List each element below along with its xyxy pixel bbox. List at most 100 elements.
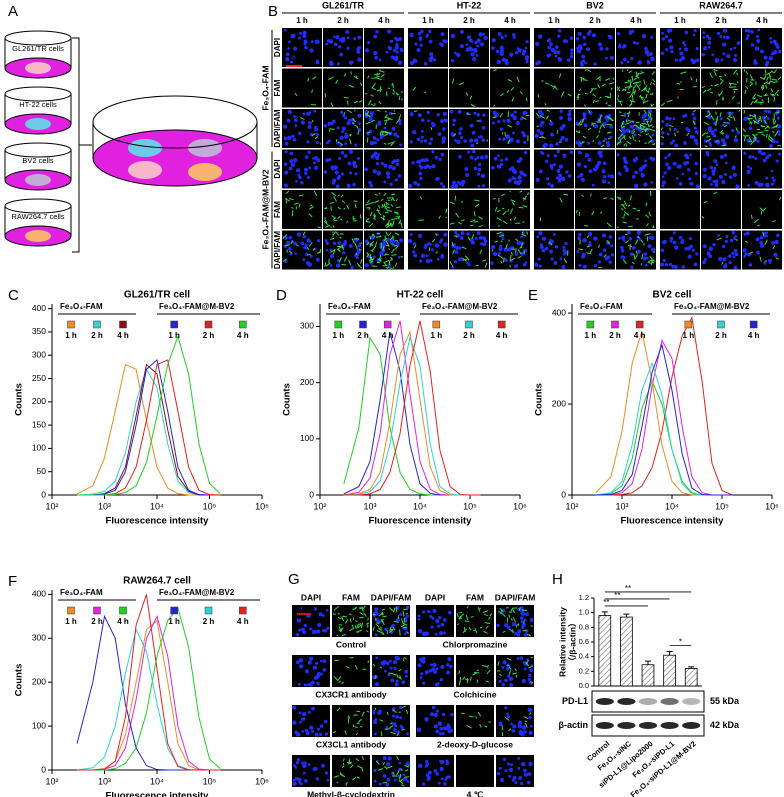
nucleus [330,254,334,259]
green-signal [290,240,294,245]
nucleus [455,233,460,238]
green-signal [701,132,706,137]
green-signal [633,83,638,89]
green-signal [332,231,337,236]
nucleus [476,231,481,236]
green-signal [647,139,652,144]
nucleus [396,158,400,163]
green-signal [337,675,342,682]
green-signal [362,605,366,610]
green-signal [719,81,723,85]
green-signal [486,669,491,675]
green-signal [366,241,370,246]
condition-label: Colchicine [454,689,497,699]
green-signal [713,83,719,87]
green-signal [307,254,311,256]
micro-image [323,149,363,189]
green-signal [330,102,334,107]
nucleus [436,682,440,686]
nucleus [622,239,626,242]
green-signal [383,203,386,210]
nucleus [642,256,647,261]
green-signal [645,133,649,136]
image-bg [323,28,363,67]
nucleus [520,251,525,256]
green-signal [633,124,638,127]
nucleus [617,31,621,36]
nucleus [424,631,430,636]
nucleus [610,253,615,257]
nucleus [687,254,692,259]
nucleus [718,256,723,261]
channel-header: DAPI [425,592,445,602]
nucleus [303,761,307,765]
green-signal [730,86,736,89]
green-signal [648,211,652,217]
green-signal [379,70,385,73]
green-signal [703,122,710,126]
green-signal [635,71,638,77]
green-signal [598,244,601,248]
y-tick-label: 0 [561,489,566,499]
nucleus [299,720,302,724]
image-bg [282,68,322,108]
nucleus [754,46,760,51]
nucleus [735,184,740,189]
nucleus [287,47,290,50]
nucleus [289,159,294,164]
legend-label: 4 h [237,331,249,340]
nucleus [307,176,310,179]
green-signal [337,194,340,197]
nucleus [319,732,323,736]
nucleus [712,242,716,247]
panel-label: A [8,3,18,20]
nucleus [544,159,549,164]
nucleus [504,61,509,66]
green-signal [376,630,383,634]
nucleus [304,728,309,733]
green-signal [385,201,388,206]
nucleus [425,259,431,264]
nucleus [491,38,496,43]
y-tick-label: 300 [32,349,46,359]
nucleus [292,137,297,142]
nucleus [536,235,540,239]
green-signal [644,118,649,121]
green-signal [476,142,479,145]
nucleus [431,617,435,620]
nucleus [417,113,422,118]
nucleus [734,252,739,257]
nucleus [516,139,520,144]
green-signal [387,141,393,145]
nucleus [548,53,552,57]
green-signal [632,135,635,140]
green-signal [591,210,595,216]
nucleus [575,121,579,126]
nucleus [458,131,462,135]
green-signal [499,607,504,612]
nucleus [484,154,489,159]
green-signal [605,77,611,81]
nucleus [682,41,686,45]
green-signal [346,109,353,114]
nucleus [441,184,446,189]
image-bg [701,190,741,229]
nucleus [303,246,307,250]
cell-line-header: GL261/TR [322,0,365,10]
green-signal [669,124,674,128]
green-signal [435,233,438,236]
green-signal [378,101,382,105]
legend-swatch [204,606,213,615]
nucleus [669,45,674,50]
legend-swatch [635,320,644,329]
nucleus [728,254,732,258]
x-tick-label: 10⁶ [255,501,269,511]
nucleus [438,732,442,736]
green-signal [384,133,389,137]
micro-image [408,68,448,108]
legend-label: 4 h [117,617,129,626]
green-signal [652,82,656,86]
green-signal [639,96,645,99]
nucleus [518,729,523,734]
green-signal [597,119,602,123]
